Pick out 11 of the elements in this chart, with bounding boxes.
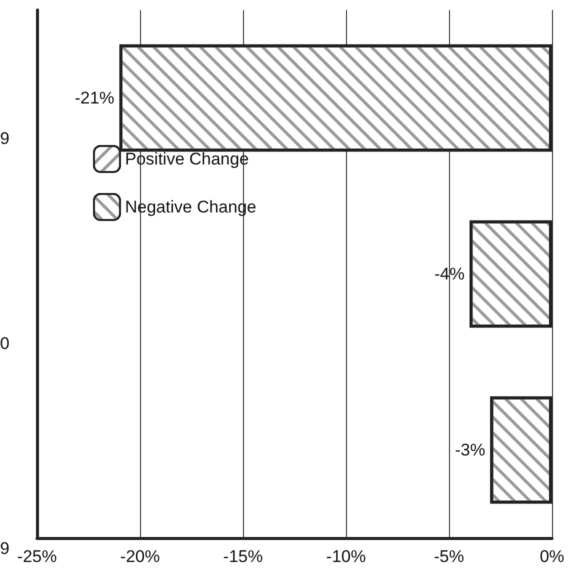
text: 0: [0, 334, 10, 353]
data-label: -3%: [454, 440, 486, 460]
x-tick-label: -5%: [434, 547, 464, 566]
x-tick-label: -15%: [223, 547, 263, 566]
text: 9: [0, 129, 10, 148]
text: 9: [0, 539, 10, 558]
x-tick-label: -10%: [326, 547, 366, 566]
x-tick-label: 0%: [540, 547, 564, 566]
x-tick-label: -20%: [120, 547, 160, 566]
data-label: -21%: [74, 88, 114, 108]
x-tick-label: -25%: [17, 547, 57, 566]
